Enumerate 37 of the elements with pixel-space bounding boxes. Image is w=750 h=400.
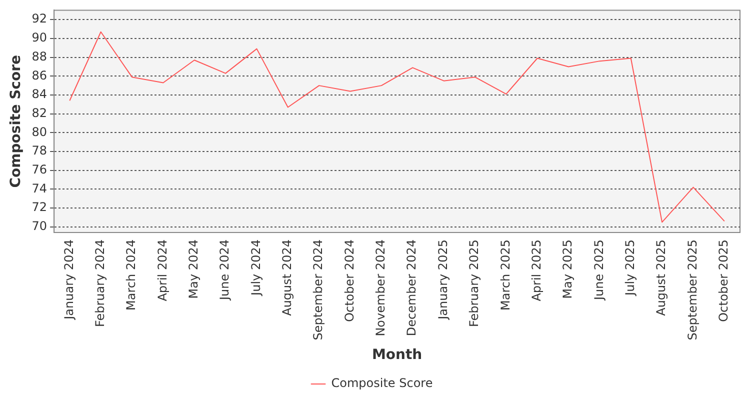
y-tick-label: 76	[32, 162, 48, 176]
x-tick-label: February 2024	[92, 240, 107, 328]
x-tick-label: March 2025	[498, 240, 512, 310]
y-tick-label: 78	[32, 144, 48, 158]
x-tick-label: June 2024	[218, 240, 232, 302]
x-tick-label: October 2025	[716, 240, 731, 322]
y-tick-label: 80	[32, 124, 48, 139]
y-axis-title: Composite Score	[8, 55, 24, 188]
y-tick-label: 86	[32, 68, 48, 82]
x-tick-label: October 2024	[342, 240, 356, 322]
x-tick-label: March 2024	[124, 240, 138, 310]
y-tick-label: 88	[32, 49, 48, 64]
x-tick-label: July 2025	[623, 240, 637, 296]
y-tick-label: 72	[32, 200, 48, 214]
x-tick-label: April 2025	[529, 240, 544, 302]
x-tick-label: April 2024	[155, 240, 170, 302]
x-tick-label: November 2024	[374, 240, 388, 336]
y-tick-label: 74	[32, 181, 48, 196]
y-tick-label: 84	[32, 87, 48, 102]
x-tick-label: September 2024	[311, 240, 326, 340]
x-tick-label: May 2025	[560, 240, 575, 299]
y-tick-label: 92	[32, 12, 48, 26]
y-tick-label: 90	[32, 30, 48, 45]
x-axis-title: Month	[372, 347, 422, 364]
x-tick-label: May 2024	[186, 240, 200, 299]
y-tick-label: 82	[32, 106, 48, 120]
x-tick-label: January 2024	[62, 240, 76, 320]
y-tick-label: 70	[32, 218, 48, 233]
x-tick-label: August 2025	[654, 240, 668, 316]
x-tick-label: December 2024	[404, 240, 419, 336]
x-tick-label: September 2025	[685, 240, 700, 340]
x-tick-label: February 2025	[467, 240, 482, 328]
x-tick-label: June 2025	[592, 240, 606, 302]
x-tick-label: August 2024	[280, 240, 294, 316]
x-tick-label: July 2024	[248, 240, 263, 296]
x-tick-label: January 2025	[436, 240, 450, 320]
legend-label: Composite Score	[331, 376, 433, 390]
